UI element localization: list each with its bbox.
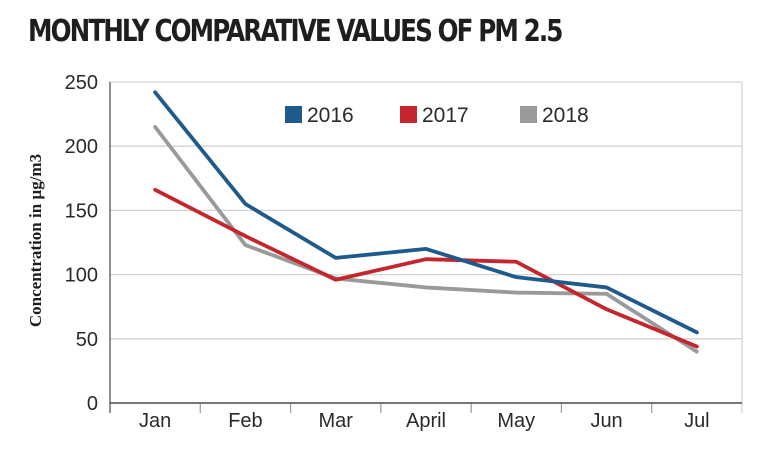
x-tick-label: Jul bbox=[684, 410, 710, 432]
x-tick-label: Feb bbox=[228, 410, 262, 432]
legend-item-2016: 2016 bbox=[285, 104, 354, 127]
chart-title: MONTHLY COMPARATIVE VALUES OF PM 2.5 bbox=[28, 14, 563, 49]
y-tick-label: 50 bbox=[76, 329, 98, 351]
legend: 2016 2017 2018 bbox=[285, 104, 589, 127]
gridlines bbox=[110, 81, 743, 413]
y-axis-label: Concentration in µg/m3 bbox=[26, 154, 45, 327]
x-tick-label: Jan bbox=[139, 410, 171, 432]
y-tick-labels: 0 50 100 150 200 250 bbox=[65, 72, 98, 415]
legend-label: 2018 bbox=[542, 104, 589, 127]
y-tick-label: 150 bbox=[65, 200, 98, 222]
legend-swatch bbox=[400, 106, 417, 123]
legend-label: 2017 bbox=[422, 104, 469, 127]
y-tick-label: 100 bbox=[65, 265, 98, 287]
x-tick-label: Jun bbox=[590, 410, 622, 432]
y-tick-label: 200 bbox=[65, 136, 98, 158]
y-tick-label: 0 bbox=[87, 393, 98, 415]
legend-item-2017: 2017 bbox=[400, 104, 469, 127]
series-line-2017 bbox=[153, 187, 699, 349]
y-tick-label: 250 bbox=[65, 72, 98, 94]
x-tick-label: Mar bbox=[318, 410, 353, 432]
x-tick-label: April bbox=[406, 410, 446, 432]
series-lines bbox=[153, 90, 699, 354]
axes bbox=[109, 82, 742, 413]
legend-swatch bbox=[285, 106, 302, 123]
legend-swatch bbox=[520, 106, 537, 123]
x-tick-label: May bbox=[497, 410, 535, 432]
series-line-2016 bbox=[153, 90, 699, 335]
legend-label: 2016 bbox=[307, 104, 354, 127]
legend-item-2018: 2018 bbox=[520, 104, 589, 127]
series-line-2018 bbox=[153, 125, 699, 354]
x-tick-labels: Jan Feb Mar April May Jun Jul bbox=[139, 410, 710, 432]
